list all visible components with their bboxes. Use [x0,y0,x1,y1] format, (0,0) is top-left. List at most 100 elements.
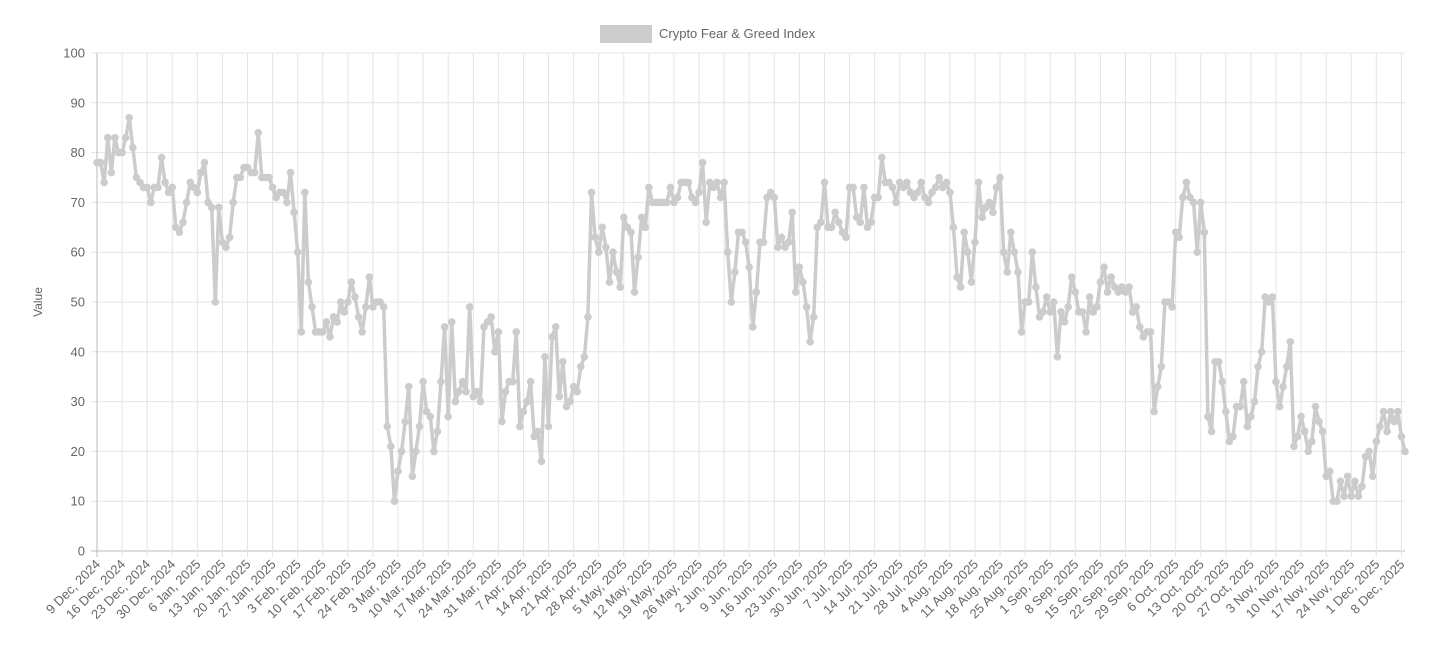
y-tick-label: 10 [71,494,85,509]
data-point [426,412,435,421]
data-point [1189,198,1198,207]
data-point [956,283,965,291]
data-point [752,288,761,296]
data-point [806,338,814,346]
data-point [1386,407,1395,416]
data-point [304,278,313,286]
data-point [290,208,298,217]
data-point [856,218,865,227]
data-point [351,293,359,301]
data-point [1250,397,1259,406]
data-point [1236,402,1244,411]
y-tick-label: 0 [78,544,85,559]
data-point [1239,377,1248,386]
data-point [401,417,409,426]
y-tick-label: 40 [71,344,85,359]
data-point [996,173,1004,182]
data-point [817,218,825,227]
data-point [433,427,442,436]
data-point [1060,318,1069,326]
data-point [175,228,184,237]
data-point [494,328,503,336]
data-point [344,298,352,306]
data-point [419,377,427,386]
data-point [935,173,943,182]
data-point [430,447,438,456]
data-point [788,208,797,217]
data-point [1082,328,1090,336]
data-point [387,442,395,451]
legend-label: Crypto Fear & Greed Index [659,26,816,41]
data-point [415,422,424,431]
data-point [738,228,746,237]
data-point [465,303,474,311]
data-point [978,213,986,222]
data-point [498,417,506,426]
data-point [1254,362,1262,371]
data-point [1390,417,1399,426]
legend-swatch [600,25,652,43]
data-point [1096,278,1105,286]
data-point [1279,382,1287,391]
data-point [1340,492,1348,501]
data-point [645,183,653,192]
data-point [1168,303,1176,311]
series-points [93,113,1409,506]
data-point [1050,298,1058,306]
data-point [917,178,926,187]
data-point [1304,447,1313,456]
data-point [541,352,549,361]
data-point [791,288,800,296]
data-point [1354,492,1363,501]
data-point [444,412,452,421]
data-point [1268,293,1277,301]
data-point [250,168,259,177]
data-point [1085,293,1094,301]
data-point [512,328,521,336]
data-point [447,318,456,326]
data-point [161,178,169,187]
data-point [526,377,535,386]
data-point [1333,497,1341,506]
y-tick-label: 30 [71,394,85,409]
data-point [1017,328,1026,336]
data-point [365,273,374,281]
data-point [336,298,345,306]
data-point [537,457,546,466]
data-point [946,188,954,197]
data-point [1401,447,1409,456]
data-point [1175,233,1184,242]
data-point [207,203,216,212]
data-point [383,422,392,431]
data-point [1150,407,1158,416]
data-point [1257,348,1266,356]
data-point [107,168,116,177]
data-point [157,153,166,162]
data-point [641,223,650,232]
data-point [999,248,1008,256]
data-point [1282,362,1291,371]
grid [91,52,1405,557]
data-point [892,198,900,207]
data-point [1053,352,1062,361]
legend-item[interactable]: Crypto Fear & Greed Index [600,25,816,43]
data-point [501,387,510,396]
data-point [602,243,610,252]
data-point [1107,273,1115,281]
data-point [989,208,997,217]
data-point [1153,382,1162,391]
data-point [548,333,556,341]
data-point [1336,477,1345,486]
data-point [437,377,445,386]
data-point [716,193,725,202]
data-point [774,243,782,252]
data-point [849,183,857,192]
data-point [404,382,413,391]
data-point [827,223,836,232]
data-point [1200,228,1209,237]
data-point [1243,422,1252,431]
data-point [125,113,134,122]
data-point [799,278,807,286]
data-point [1218,377,1227,386]
data-point [121,133,130,142]
